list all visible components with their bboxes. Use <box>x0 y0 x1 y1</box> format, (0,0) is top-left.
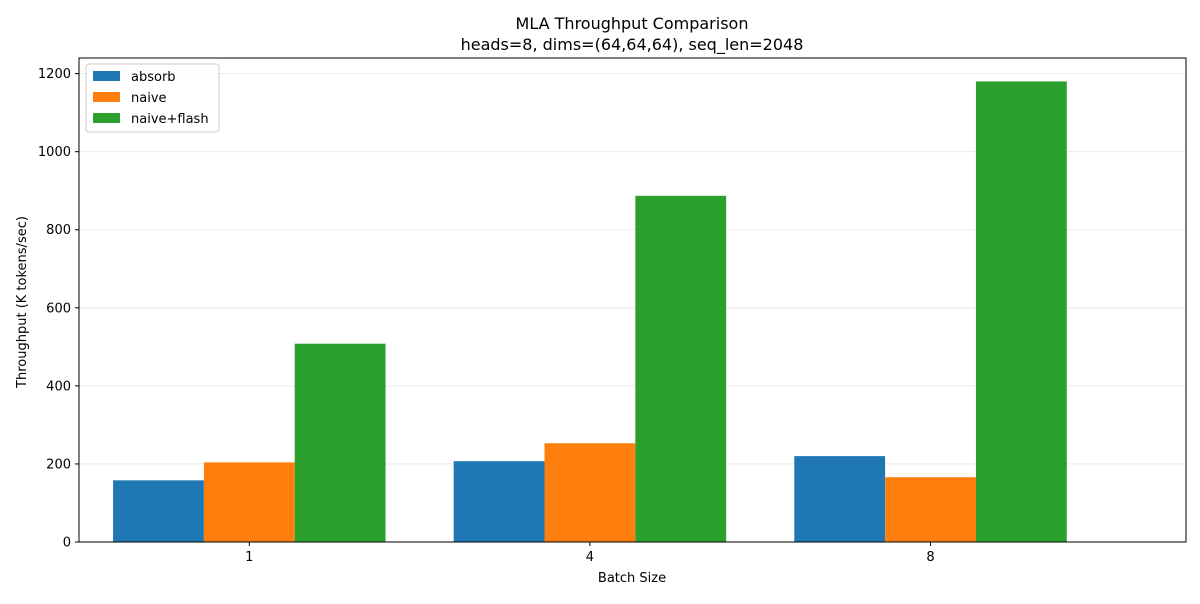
legend-swatch-absorb <box>93 71 120 81</box>
chart-subtitle: heads=8, dims=(64,64,64), seq_len=2048 <box>461 35 804 55</box>
y-axis-label: Throughput (K tokens/sec) <box>15 216 30 389</box>
y-tick-label: 0 <box>63 536 71 551</box>
legend-swatch-naive <box>93 92 120 102</box>
ticks-layer: 0 200 400 600 800 1000 1200 1 4 8 <box>38 67 935 565</box>
y-tick-label: 800 <box>46 223 71 238</box>
bar-absorb-batch-8 <box>794 456 886 542</box>
legend: absorb naive naive+flash <box>85 63 220 133</box>
y-tick-label: 1000 <box>38 145 71 160</box>
chart-title: MLA Throughput Comparison <box>516 14 749 33</box>
y-tick-label: 400 <box>46 379 71 394</box>
bar-naive-batch-4 <box>544 443 636 542</box>
bar-naive-flash-batch-8 <box>975 81 1067 542</box>
legend-label-naive: naive <box>131 91 167 106</box>
x-tick-label: 1 <box>245 550 253 565</box>
bar-naive-batch-1 <box>203 462 295 542</box>
bar-absorb-batch-4 <box>453 461 545 542</box>
x-tick-label: 4 <box>586 550 594 565</box>
bars-layer <box>113 81 1067 542</box>
x-tick-label: 8 <box>926 550 934 565</box>
bar-absorb-batch-1 <box>113 480 204 542</box>
plot-frame <box>78 57 1187 543</box>
y-tick-label: 1200 <box>38 67 71 82</box>
y-tick-label: 200 <box>46 457 71 472</box>
bar-naive-flash-batch-1 <box>294 343 386 542</box>
y-tick-label: 600 <box>46 301 71 316</box>
bar-naive-batch-8 <box>885 477 976 542</box>
legend-label-naive-flash: naive+flash <box>131 112 209 127</box>
x-axis-label: Batch Size <box>598 571 666 586</box>
legend-swatch-naive-flash <box>93 113 120 123</box>
legend-label-absorb: absorb <box>131 70 176 85</box>
bar-naive-flash-batch-4 <box>635 195 727 542</box>
